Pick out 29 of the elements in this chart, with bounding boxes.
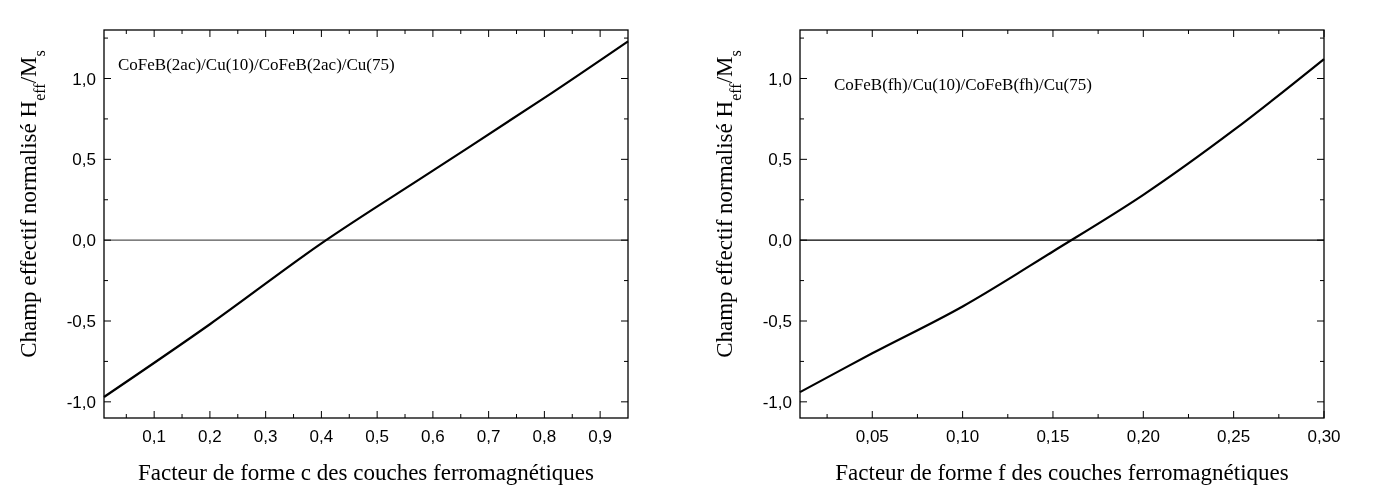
x-tick-label: 0,20	[1126, 427, 1160, 446]
x-tick-label: 0,25	[1217, 427, 1251, 446]
x-tick-label: 0,8	[532, 427, 557, 446]
annotation: CoFeB(2ac)/Cu(10)/CoFeB(2ac)/Cu(75)	[118, 55, 395, 74]
y-tick-label: -1,0	[66, 392, 96, 412]
x-tick-label: 0,5	[365, 427, 389, 446]
x-axis-title: Facteur de forme f des couches ferromagnétiques	[835, 460, 1289, 485]
y-tick-label: 0,0	[768, 231, 792, 251]
y-tick-label: 0,0	[72, 231, 96, 251]
x-axis-title: Facteur de forme c des couches ferromagnétiques	[138, 460, 595, 485]
x-tick-label: 0,05	[855, 427, 889, 446]
x-tick-label: 0,30	[1307, 427, 1341, 446]
y-tick-label: 1,0	[768, 69, 792, 89]
x-tick-label: 0,10	[946, 427, 980, 446]
y-tick-label: -1,0	[762, 392, 792, 412]
x-tick-label: 0,6	[421, 427, 445, 446]
annotation: CoFeB(fh)/Cu(10)/CoFeB(fh)/Cu(75)	[834, 75, 1092, 94]
x-tick-label: 0,1	[142, 427, 166, 446]
y-tick-label: -0,5	[762, 312, 792, 331]
x-tick-label: 0,7	[476, 427, 501, 446]
x-tick-label: 0,3	[253, 427, 278, 446]
x-tick-label: 0,15	[1036, 427, 1070, 446]
y-tick-label: 1,0	[72, 69, 96, 89]
y-tick-label: 0,5	[72, 150, 96, 170]
x-tick-label: 0,4	[309, 427, 334, 446]
x-tick-label: 0,2	[198, 427, 222, 446]
y-tick-label: -0,5	[66, 312, 96, 331]
x-tick-label: 0,9	[588, 427, 612, 446]
y-tick-label: 0,5	[768, 150, 792, 170]
